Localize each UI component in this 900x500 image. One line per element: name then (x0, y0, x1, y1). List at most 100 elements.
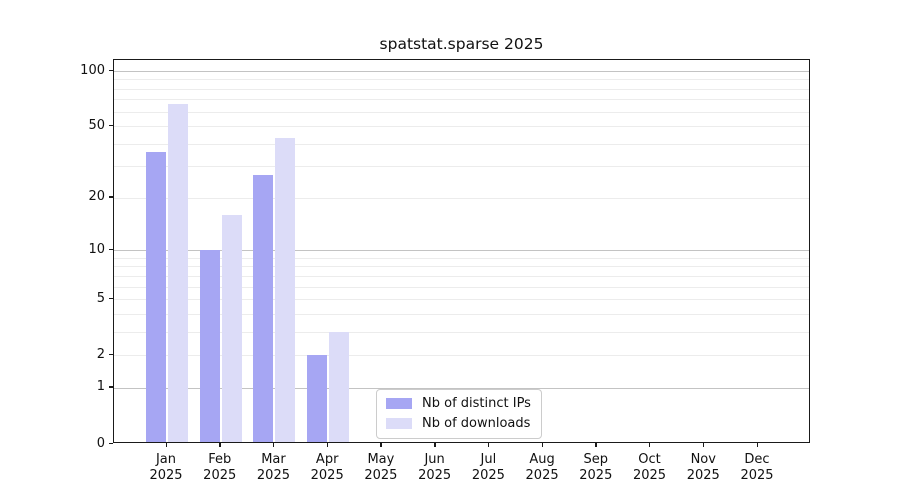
x-tick-mark (380, 443, 382, 447)
x-tick-mark (219, 443, 221, 447)
x-tick-mark (595, 443, 597, 447)
major-gridline (114, 387, 809, 389)
bar-distinct-ips (199, 250, 220, 442)
x-tick-label: Jan 2025 (134, 452, 198, 484)
bar-downloads (168, 104, 188, 442)
month-label: Nov (690, 452, 716, 467)
minor-gridline (114, 143, 809, 145)
year-label: 2025 (364, 467, 398, 483)
month-label: Sep (583, 452, 609, 467)
month-label: May (367, 452, 395, 467)
minor-gridline (114, 126, 809, 128)
x-tick-mark (272, 443, 275, 447)
x-tick-label: Aug 2025 (510, 452, 574, 484)
minor-gridline (114, 88, 809, 90)
y-tick-label: 10 (88, 241, 105, 257)
bar-distinct-ips (146, 152, 166, 442)
y-tick-mark (109, 124, 113, 127)
month-label: Feb (208, 452, 232, 467)
downloads-swatch (386, 418, 412, 429)
y-tick-label: 20 (88, 189, 105, 205)
y-tick-mark (109, 386, 113, 388)
legend: Nb of distinct IPs Nb of downloads (376, 389, 542, 439)
y-tick-label: 50 (88, 117, 105, 133)
x-tick-mark (165, 443, 167, 447)
year-label: 2025 (525, 467, 559, 483)
y-tick-mark (109, 248, 113, 251)
y-tick-label: 5 (96, 290, 105, 306)
x-tick-label: Jul 2025 (456, 452, 520, 484)
minor-gridline (114, 286, 809, 288)
x-tick-label: Apr 2025 (295, 452, 359, 484)
bar-downloads (329, 331, 350, 442)
y-tick-mark (109, 69, 113, 71)
y-tick-label: 1 (96, 379, 105, 395)
year-label: 2025 (579, 467, 613, 483)
x-tick-mark (756, 443, 758, 447)
minor-gridline (114, 257, 809, 259)
month-label: Mar (261, 452, 286, 467)
year-label: 2025 (740, 467, 774, 483)
month-label: Jun (424, 452, 445, 467)
minor-gridline (114, 275, 809, 277)
month-label: Oct (638, 452, 661, 467)
year-label: 2025 (310, 467, 344, 483)
year-label: 2025 (632, 467, 667, 483)
legend-label-distinct-ips: Nb of distinct IPs (422, 396, 531, 411)
minor-gridline (114, 331, 809, 333)
chart-title: spatstat.sparse 2025 (379, 35, 544, 53)
minor-gridline (114, 111, 809, 113)
x-tick-mark (434, 443, 436, 447)
x-tick-label: Dec 2025 (725, 452, 789, 484)
year-label: 2025 (418, 467, 452, 483)
minor-gridline (114, 166, 809, 168)
year-label: 2025 (686, 467, 720, 483)
year-label: 2025 (203, 467, 237, 483)
month-label: Apr (315, 452, 339, 467)
y-tick-mark (109, 297, 113, 300)
y-tick-label: 100 (80, 62, 105, 78)
x-tick-label: Feb 2025 (188, 452, 252, 484)
month-label: Dec (744, 452, 770, 467)
major-gridline (114, 71, 809, 72)
legend-label-downloads: Nb of downloads (422, 416, 531, 431)
bar-downloads (275, 138, 296, 442)
x-tick-mark (702, 443, 705, 447)
bar-downloads (221, 215, 242, 442)
x-tick-label: Oct 2025 (618, 452, 682, 484)
x-tick-mark (649, 443, 651, 447)
x-tick-label: May 2025 (349, 452, 413, 484)
month-label: Jul (480, 452, 497, 467)
month-label: Jan (155, 452, 177, 467)
x-tick-label: Nov 2025 (671, 452, 735, 484)
legend-item-distinct-ips: Nb of distinct IPs (386, 396, 531, 411)
minor-gridline (114, 266, 809, 268)
legend-item-downloads: Nb of downloads (386, 416, 531, 431)
year-label: 2025 (256, 467, 290, 483)
x-tick-mark (487, 443, 490, 447)
y-tick-mark (109, 353, 113, 356)
x-tick-label: Jun 2025 (403, 452, 467, 484)
y-tick-label: 2 (96, 346, 105, 362)
year-label: 2025 (149, 467, 183, 483)
y-tick-mark (109, 196, 113, 198)
minor-gridline (114, 99, 809, 101)
minor-gridline (114, 197, 809, 199)
minor-gridline (114, 355, 809, 357)
y-tick-label: 0 (96, 435, 105, 451)
x-tick-label: Sep 2025 (564, 452, 628, 484)
y-tick-mark (109, 442, 113, 444)
major-gridline (114, 250, 809, 252)
bar-distinct-ips (307, 355, 328, 442)
month-label: Aug (529, 452, 555, 467)
plot-area (113, 59, 810, 443)
x-tick-mark (541, 443, 543, 447)
minor-gridline (114, 313, 809, 315)
minor-gridline (114, 299, 809, 301)
x-tick-mark (326, 443, 329, 447)
x-tick-label: Mar 2025 (241, 452, 305, 484)
bar-distinct-ips (253, 174, 274, 442)
minor-gridline (114, 79, 809, 81)
distinct-ips-swatch (386, 398, 412, 409)
